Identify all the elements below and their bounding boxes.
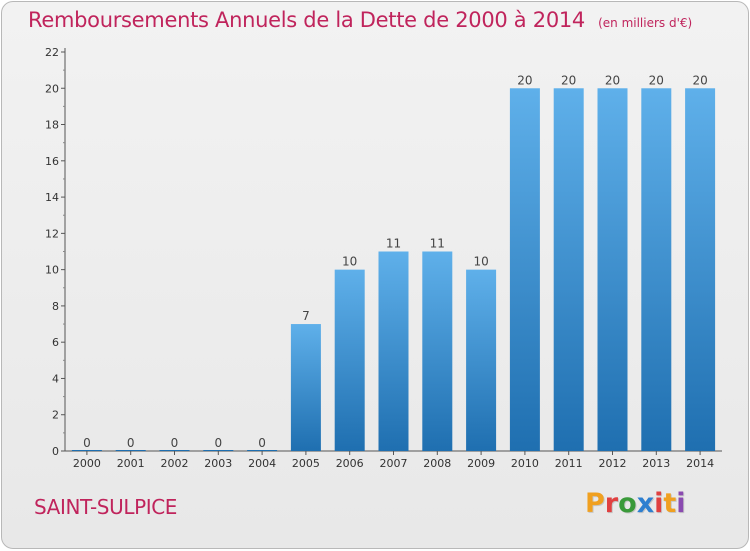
y-tick-label: 18: [45, 119, 59, 132]
data-label: 0: [258, 436, 266, 450]
bar: [597, 88, 628, 451]
chart-subtitle: (en milliers d'€): [598, 16, 693, 30]
bar: [641, 88, 672, 451]
brand-letter: i: [654, 488, 664, 519]
bar: [685, 88, 716, 451]
y-tick-label: 20: [45, 82, 59, 95]
brand-letter: i: [676, 488, 686, 519]
city-name: SAINT-SULPICE: [34, 495, 178, 519]
bar: [466, 269, 497, 451]
bar: [509, 88, 540, 451]
chart-title: Remboursements Annuels de la Dette de 20…: [28, 8, 585, 32]
bar: [553, 88, 584, 451]
bar: [290, 324, 321, 451]
x-tick-label: 2001: [117, 457, 145, 470]
y-tick-label: 4: [52, 372, 59, 385]
bar: [334, 269, 365, 451]
brand-logo: Proxiti: [585, 488, 686, 519]
bar: [247, 450, 278, 451]
x-tick-label: 2003: [204, 457, 232, 470]
x-tick-label: 2008: [423, 457, 451, 470]
bar: [159, 450, 190, 451]
data-label: 0: [127, 436, 135, 450]
data-label: 20: [692, 73, 707, 87]
x-tick-label: 2005: [292, 457, 320, 470]
x-tick-label: 2002: [161, 457, 189, 470]
data-label: 0: [214, 436, 222, 450]
x-tick-label: 2011: [555, 457, 583, 470]
bar: [71, 450, 102, 451]
brand-letter: t: [663, 488, 677, 519]
bar: [115, 450, 146, 451]
y-tick-label: 6: [52, 336, 59, 349]
x-tick-label: 2009: [467, 457, 495, 470]
bar: [203, 450, 234, 451]
x-tick-label: 2014: [686, 457, 714, 470]
y-tick-label: 22: [45, 46, 59, 59]
y-tick-label: 12: [45, 227, 59, 240]
x-tick-label: 2004: [248, 457, 276, 470]
x-tick-label: 2000: [73, 457, 101, 470]
brand-letter: x: [636, 488, 655, 519]
title-row: Remboursements Annuels de la Dette de 20…: [28, 8, 692, 32]
y-tick-label: 2: [52, 409, 59, 422]
data-label: 20: [605, 73, 620, 87]
data-label: 20: [517, 73, 532, 87]
data-label: 20: [649, 73, 664, 87]
x-tick-label: 2010: [511, 457, 539, 470]
y-tick-label: 10: [45, 264, 59, 277]
x-tick-label: 2013: [642, 457, 670, 470]
y-tick-label: 0: [52, 445, 59, 458]
data-label: 0: [171, 436, 179, 450]
brand-letter: o: [618, 488, 637, 519]
bar: [422, 251, 453, 451]
data-label: 10: [342, 255, 357, 269]
data-label: 7: [302, 309, 310, 323]
y-tick-label: 14: [45, 191, 59, 204]
data-label: 20: [561, 73, 576, 87]
brand-letter: r: [604, 488, 619, 519]
x-tick-label: 2007: [380, 457, 408, 470]
bar: [378, 251, 409, 451]
x-tick-label: 2012: [599, 457, 627, 470]
x-tick-label: 2006: [336, 457, 364, 470]
brand-letter: P: [585, 488, 605, 519]
y-tick-label: 8: [52, 300, 59, 313]
data-label: 11: [430, 237, 445, 251]
data-label: 10: [473, 255, 488, 269]
data-label: 11: [386, 237, 401, 251]
data-label: 0: [83, 436, 91, 450]
y-tick-label: 16: [45, 155, 59, 168]
